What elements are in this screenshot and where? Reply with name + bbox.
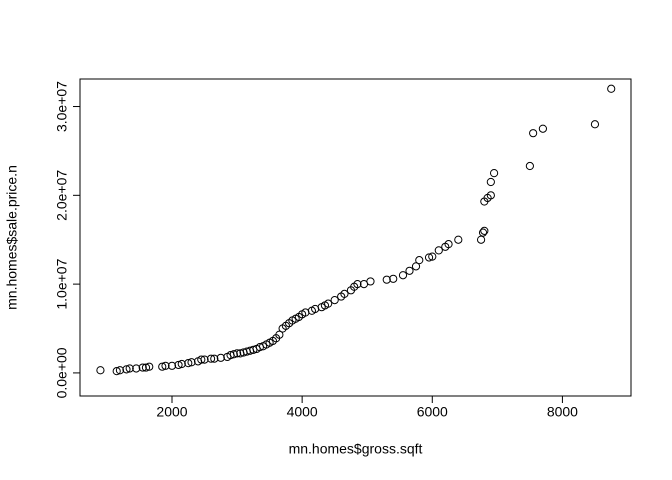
point — [434, 246, 443, 255]
point — [167, 361, 177, 370]
point — [405, 266, 414, 275]
point — [132, 364, 141, 373]
point — [366, 277, 375, 286]
point — [125, 364, 134, 373]
point — [161, 361, 170, 370]
x-tick-label: 6000 — [417, 404, 448, 420]
x-tick-label: 8000 — [547, 404, 578, 420]
point — [138, 363, 147, 372]
point — [158, 362, 167, 371]
point — [486, 177, 495, 187]
point — [489, 169, 499, 178]
point — [184, 359, 193, 368]
point — [398, 271, 408, 280]
point — [177, 359, 186, 369]
point — [389, 274, 398, 283]
point — [232, 349, 242, 358]
point — [206, 354, 216, 363]
y-tick-label: 0.0e+00 — [54, 347, 70, 398]
point — [415, 256, 424, 265]
point — [96, 366, 105, 375]
point — [353, 280, 362, 289]
point — [538, 124, 547, 133]
point — [454, 235, 463, 244]
point — [200, 355, 209, 364]
point — [428, 252, 437, 261]
point — [340, 289, 349, 298]
y-tick-label: 1.0e+07 — [54, 258, 70, 309]
point — [210, 354, 219, 363]
point — [529, 129, 538, 138]
point — [324, 299, 333, 308]
x-tick-label: 2000 — [156, 404, 187, 420]
point — [145, 362, 154, 371]
point — [478, 228, 488, 237]
point — [122, 365, 131, 374]
point — [607, 84, 616, 93]
point — [330, 296, 339, 305]
point — [197, 355, 206, 364]
point — [525, 161, 534, 171]
point — [275, 330, 284, 339]
point — [382, 275, 391, 284]
point — [590, 120, 600, 129]
y-axis-title: mn.homes$sale.price.n — [4, 165, 20, 310]
point — [115, 366, 125, 375]
point — [424, 253, 434, 262]
plot-box — [79, 78, 632, 397]
y-tick-label: 2.0e+07 — [54, 170, 70, 221]
point — [411, 262, 421, 271]
point — [174, 360, 183, 370]
point — [216, 353, 225, 362]
point — [444, 240, 453, 249]
point — [486, 191, 495, 200]
point — [229, 350, 238, 359]
y-tick-label: 3.0e+07 — [54, 81, 70, 132]
point — [476, 235, 486, 244]
point — [112, 367, 121, 376]
x-tick-label: 4000 — [287, 404, 318, 420]
x-axis-title: mn.homes$gross.sqft — [289, 441, 423, 457]
point — [480, 226, 489, 235]
point — [141, 363, 151, 372]
point — [187, 358, 196, 367]
